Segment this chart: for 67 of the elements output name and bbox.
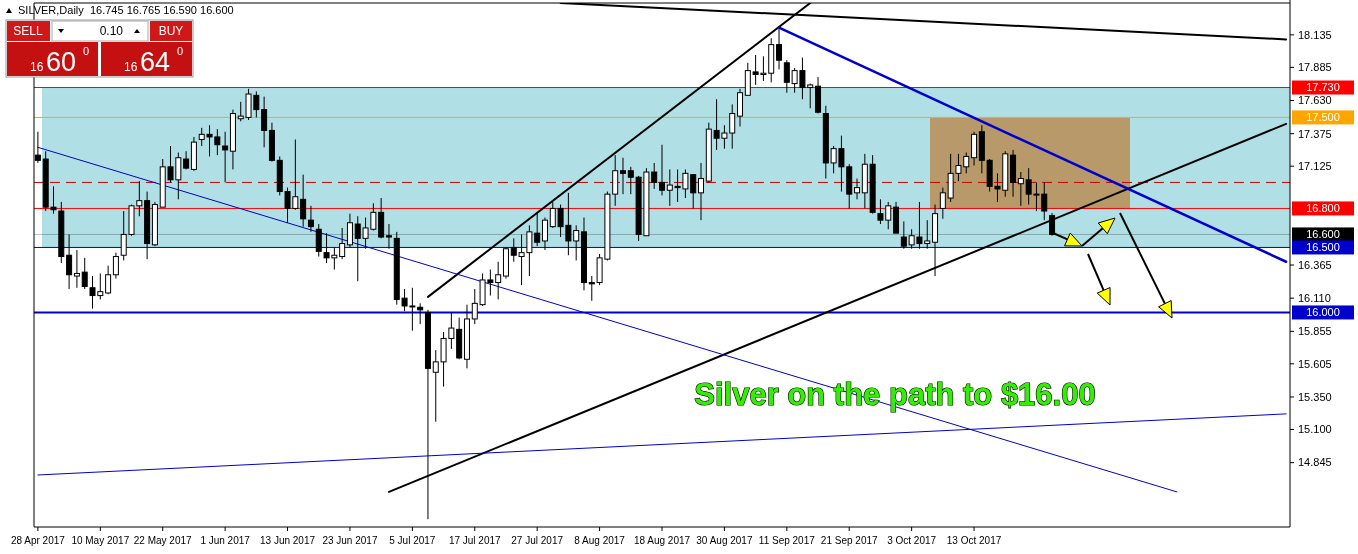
- candlestick: [1017, 171, 1024, 207]
- y-tick-label: 16.365: [1298, 258, 1332, 271]
- x-tick-label: 17 Jul 2017: [448, 535, 502, 546]
- annotation: 16: [30, 60, 44, 74]
- ref-line-label: 16.500: [1306, 241, 1340, 254]
- x-tick-label: 13 Jun 2017: [260, 535, 316, 546]
- y-tick-label: 14.845: [1298, 456, 1332, 469]
- x-tick-label: 23 Jun 2017: [322, 535, 378, 546]
- candlestick: [776, 28, 783, 70]
- candlestick: [737, 88, 744, 128]
- candlestick: [1049, 212, 1056, 237]
- annotation: BUY: [158, 24, 184, 38]
- candlestick: [541, 217, 548, 251]
- x-tick-label: 13 Oct 2017: [946, 535, 1002, 546]
- x-tick-label: 21 Sep 2017: [820, 535, 879, 546]
- x-tick-label: 30 Aug 2017: [696, 535, 753, 546]
- x-tick-label: 27 Jul 2017: [511, 535, 564, 546]
- candlestick: [854, 178, 861, 200]
- x-tick-label: 8 Aug 2017: [574, 535, 626, 546]
- annotation: 64: [140, 47, 171, 77]
- y-tick-label: 15.100: [1298, 423, 1332, 436]
- candlestick: [261, 96, 268, 148]
- candlestick: [619, 157, 626, 195]
- y-tick-label: 17.885: [1298, 61, 1332, 74]
- candlestick: [971, 131, 978, 167]
- y-tick-label: 18.135: [1298, 28, 1332, 41]
- candlestick: [659, 144, 665, 196]
- candlestick: [222, 131, 229, 183]
- x-tick-label: 5 Jul 2017: [389, 535, 436, 546]
- x-tick-label: 18 Aug 2017: [633, 535, 691, 546]
- annotation: 60: [46, 47, 77, 77]
- candlestick: [81, 257, 88, 290]
- candlestick: [66, 233, 73, 290]
- y-tick-label: 17.375: [1298, 127, 1332, 140]
- x-tick-label: 10 May 2017: [71, 535, 130, 546]
- candlestick: [112, 252, 119, 280]
- y-tick-label: 17.630: [1298, 94, 1332, 107]
- ref-line-label: 17.500: [1306, 111, 1340, 124]
- annotation: SELL: [13, 24, 43, 38]
- candlestick: [339, 227, 346, 260]
- x-tick-label: 22 May 2017: [133, 535, 193, 546]
- x-tick-label: 11 Sep 2017: [758, 535, 816, 546]
- candlestick: [73, 249, 80, 289]
- ref-line-label: 16.000: [1306, 306, 1340, 319]
- x-tick-label: 28 Apr 2017: [10, 535, 66, 546]
- chart-title: SILVER,Daily 16.745 16.765 16.590 16.600: [18, 4, 234, 16]
- candlestick: [300, 174, 307, 228]
- y-tick-label: 15.855: [1298, 325, 1332, 338]
- x-tick-label: 3 Oct 2017: [887, 535, 937, 546]
- candlestick: [698, 162, 705, 221]
- y-tick-label: 16.110: [1298, 292, 1331, 305]
- candlestick: [307, 205, 314, 233]
- candlestick: [346, 213, 353, 248]
- annotation: 0.10: [99, 24, 124, 38]
- ref-line-label: 16.800: [1306, 202, 1340, 215]
- candlestick: [315, 223, 322, 258]
- candlestick: [105, 265, 112, 295]
- annotation: 0: [83, 45, 90, 57]
- annotation: 0: [177, 45, 184, 57]
- ref-line-label: 17.730: [1306, 81, 1340, 94]
- candlestick: [385, 223, 392, 250]
- y-tick-label: 17.125: [1298, 160, 1332, 173]
- y-tick-label: 15.605: [1298, 357, 1332, 370]
- ref-line-label: 16.600: [1306, 228, 1340, 241]
- y-tick-label: 15.350: [1298, 390, 1332, 403]
- x-tick-label: 1 Jun 2017: [200, 535, 251, 546]
- annotation: 16: [124, 60, 138, 74]
